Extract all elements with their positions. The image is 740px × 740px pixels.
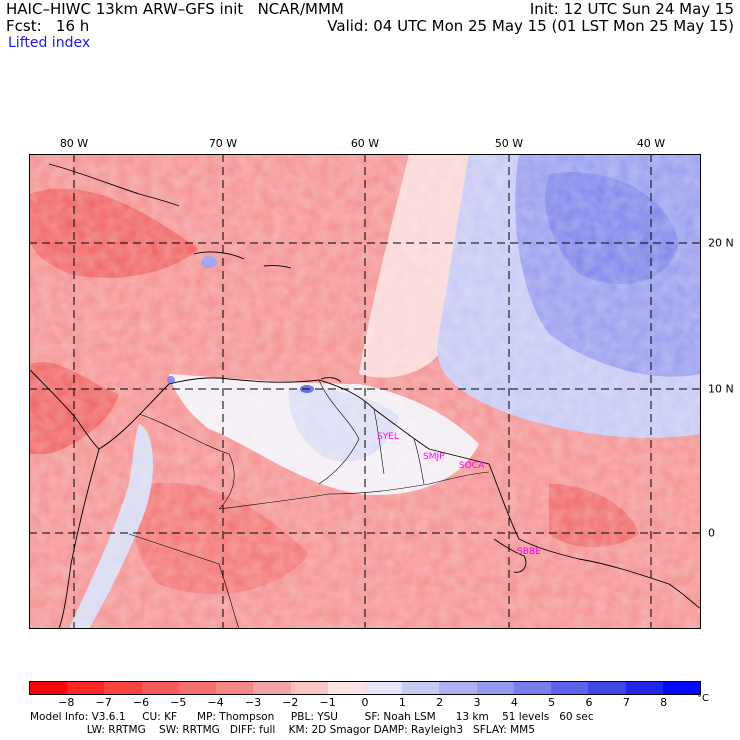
colorbar-cell bbox=[476, 682, 514, 694]
colorbar-tick-label: 0 bbox=[361, 696, 369, 709]
init-time: Init: 12 UTC Sun 24 May 15 bbox=[529, 0, 734, 18]
field-name: Lifted index bbox=[8, 35, 91, 51]
coastline-hispaniola bbox=[193, 251, 245, 260]
colorbar-tick-label: −2 bbox=[282, 696, 299, 709]
colorbar-cell bbox=[216, 682, 254, 694]
colorbar-cell bbox=[402, 682, 440, 694]
coastline-cuba bbox=[48, 163, 180, 207]
colorbar-cell bbox=[67, 682, 105, 694]
lifted-index-map: SYEL SMJP SOCA SBBE bbox=[29, 154, 701, 629]
colorbar-tick-label: 6 bbox=[585, 696, 593, 709]
colorbar-cell bbox=[439, 682, 477, 694]
coastline-trinidad bbox=[320, 377, 342, 383]
colorbar-tick-label: −6 bbox=[132, 696, 150, 709]
lon-label-50w: 50 W bbox=[494, 137, 524, 150]
colorbar-tick-label: 1 bbox=[398, 696, 406, 709]
coastline-south-america-west bbox=[58, 448, 100, 629]
colorbar-tick-label: 8 bbox=[660, 696, 668, 709]
coastlines bbox=[29, 163, 701, 629]
colorbar-tick-label: 3 bbox=[473, 696, 481, 709]
lon-label-80w: 80 W bbox=[59, 137, 89, 150]
lon-label-40w: 40 W bbox=[636, 137, 666, 150]
coastline-amazon-delta bbox=[493, 538, 527, 573]
border-colombia-venezuela bbox=[138, 413, 235, 510]
border-guyana-suriname bbox=[373, 408, 385, 475]
colorbar-cell bbox=[327, 682, 365, 694]
colorbar-cell bbox=[625, 682, 663, 694]
border-suriname-french-guiana bbox=[413, 438, 425, 485]
colorbar-tick-label: 2 bbox=[436, 696, 444, 709]
colorbar-cell bbox=[551, 682, 589, 694]
colorbar-tick-label: −3 bbox=[244, 696, 262, 709]
valid-time: Valid: 04 UTC Mon 25 May 15 (01 LST Mon … bbox=[327, 17, 734, 35]
colorbar-cell bbox=[253, 682, 291, 694]
colorbar-tick-label: 4 bbox=[510, 696, 518, 709]
lat-label-10n: 10 N bbox=[708, 382, 734, 396]
colorbar-tick-label: 7 bbox=[622, 696, 630, 709]
colorbar-tick-label: −1 bbox=[319, 696, 336, 709]
colorbar-cell bbox=[178, 682, 217, 694]
colorbar bbox=[29, 681, 701, 695]
colorbar-tick-label: −8 bbox=[58, 696, 75, 709]
model-title: HAIC–HIWC 13km ARW–GFS init NCAR/MMM bbox=[6, 0, 344, 18]
lat-label-equator: 0 bbox=[708, 526, 715, 540]
lon-label-70w: 70 W bbox=[208, 137, 238, 150]
colorbar-cell bbox=[662, 682, 700, 694]
forecast-hour: Fcst: 16 h bbox=[6, 17, 90, 35]
station-label-smjp: SMJP bbox=[423, 452, 445, 462]
colorbar-cell bbox=[364, 682, 403, 694]
model-info-line-2: LW: RRTMG SW: RRTMG DIFF: full KM: 2D Sm… bbox=[30, 724, 535, 736]
lat-label-20n: 20 N bbox=[708, 236, 734, 250]
colorbar-cell bbox=[30, 682, 68, 694]
colorbar-tick-label: −7 bbox=[95, 696, 112, 709]
coastline-puerto-rico bbox=[263, 265, 292, 269]
colorbar-cell bbox=[513, 682, 552, 694]
colorbar-unit: °C bbox=[697, 693, 709, 704]
station-label-sbbe: SBBE bbox=[517, 547, 541, 557]
border-venezuela-guyana bbox=[318, 379, 360, 485]
lon-label-60w: 60 W bbox=[350, 137, 380, 150]
colorbar-cell bbox=[290, 682, 328, 694]
colorbar-cell bbox=[588, 682, 626, 694]
graticule bbox=[29, 154, 701, 629]
map-border bbox=[29, 154, 701, 629]
station-label-syel: SYEL bbox=[377, 432, 399, 442]
coastline-south-america-north bbox=[98, 377, 701, 610]
border-peru-brazil bbox=[128, 533, 240, 629]
country-borders bbox=[128, 379, 490, 629]
colorbar-tick-label: 5 bbox=[548, 696, 556, 709]
border-brazil-north bbox=[218, 471, 490, 510]
colorbar-cell bbox=[104, 682, 142, 694]
colorbar-tick-label: −4 bbox=[207, 696, 224, 709]
colorbar-tick-label: −5 bbox=[170, 696, 187, 709]
colorbar-cell bbox=[141, 682, 179, 694]
station-label-soca: SOCA bbox=[459, 461, 485, 471]
model-info-line-1: Model Info: V3.6.1 CU: KF MP: Thompson P… bbox=[30, 711, 594, 723]
